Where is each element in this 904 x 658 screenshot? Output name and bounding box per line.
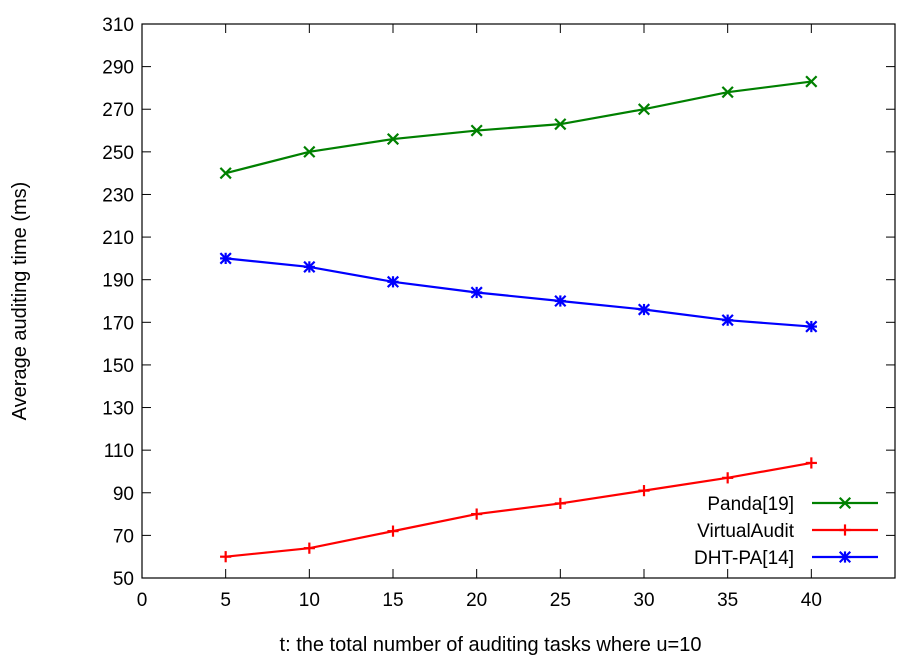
legend-marker <box>838 496 852 510</box>
data-point <box>386 275 400 288</box>
y-tick-label: 290 <box>102 58 134 79</box>
y-tick-label: 90 <box>113 484 134 505</box>
x-axis-label: t: the total number of auditing tasks wh… <box>280 634 702 656</box>
data-point <box>554 497 566 510</box>
x-tick-label: 30 <box>633 590 654 611</box>
data-point <box>219 167 232 180</box>
x-tick-label: 20 <box>466 590 487 611</box>
data-point <box>387 525 399 537</box>
data-point <box>471 508 483 520</box>
data-point <box>303 542 315 554</box>
data-point <box>637 303 651 316</box>
y-axis-label: Average auditing time (ms) <box>9 182 31 421</box>
data-point <box>805 75 818 88</box>
data-point <box>303 260 316 273</box>
data-point <box>805 320 818 333</box>
data-point <box>638 485 650 497</box>
data-point <box>219 252 232 265</box>
y-tick-label: 250 <box>102 143 134 164</box>
y-tick-label: 50 <box>113 569 134 590</box>
data-point <box>386 133 400 146</box>
legend-label: VirtualAudit <box>697 521 795 542</box>
series-line <box>225 80 812 175</box>
y-tick-label: 150 <box>102 356 134 377</box>
axis-ticks: 50 70 90 110 130 150 170 190 210 230 250 270 290 310 0… <box>102 15 895 611</box>
legend-marker <box>838 550 852 564</box>
y-tick-label: 190 <box>102 271 134 292</box>
x-tick-label: 40 <box>801 590 822 611</box>
y-tick-label: 270 <box>102 100 134 121</box>
y-tick-label: 230 <box>102 185 134 206</box>
legend-label: Panda[19] <box>707 494 794 515</box>
y-tick-label: 170 <box>102 313 134 334</box>
legend-marker <box>839 524 851 536</box>
data-point <box>721 314 734 327</box>
data-point <box>303 145 316 158</box>
series-markers <box>219 75 818 563</box>
y-tick-label: 130 <box>102 399 134 420</box>
data-point <box>554 118 567 131</box>
plot-frame <box>141 23 896 579</box>
data-point <box>637 103 651 116</box>
series-line <box>225 257 812 328</box>
legend: Panda[19] VirtualAudit DHT-PA[14] <box>694 494 878 569</box>
x-tick-label: 0 <box>137 590 148 611</box>
y-tick-label: 70 <box>113 526 134 547</box>
data-point <box>470 124 483 137</box>
y-tick-label: 110 <box>104 441 134 462</box>
x-tick-label: 10 <box>299 590 320 611</box>
y-tick-label: 210 <box>102 228 134 249</box>
x-tick-label: 15 <box>382 590 403 611</box>
series-lines <box>225 80 812 558</box>
legend-label: DHT-PA[14] <box>694 548 794 569</box>
data-point <box>721 86 734 99</box>
x-tick-label: 25 <box>550 590 571 611</box>
x-tick-label: 5 <box>220 590 231 611</box>
data-point <box>805 457 817 469</box>
series-line <box>225 461 812 558</box>
data-point <box>722 472 734 484</box>
data-point <box>220 551 232 563</box>
data-point <box>470 286 483 299</box>
y-tick-label: 310 <box>102 15 134 36</box>
x-tick-label: 35 <box>717 590 738 611</box>
data-point <box>554 294 567 308</box>
